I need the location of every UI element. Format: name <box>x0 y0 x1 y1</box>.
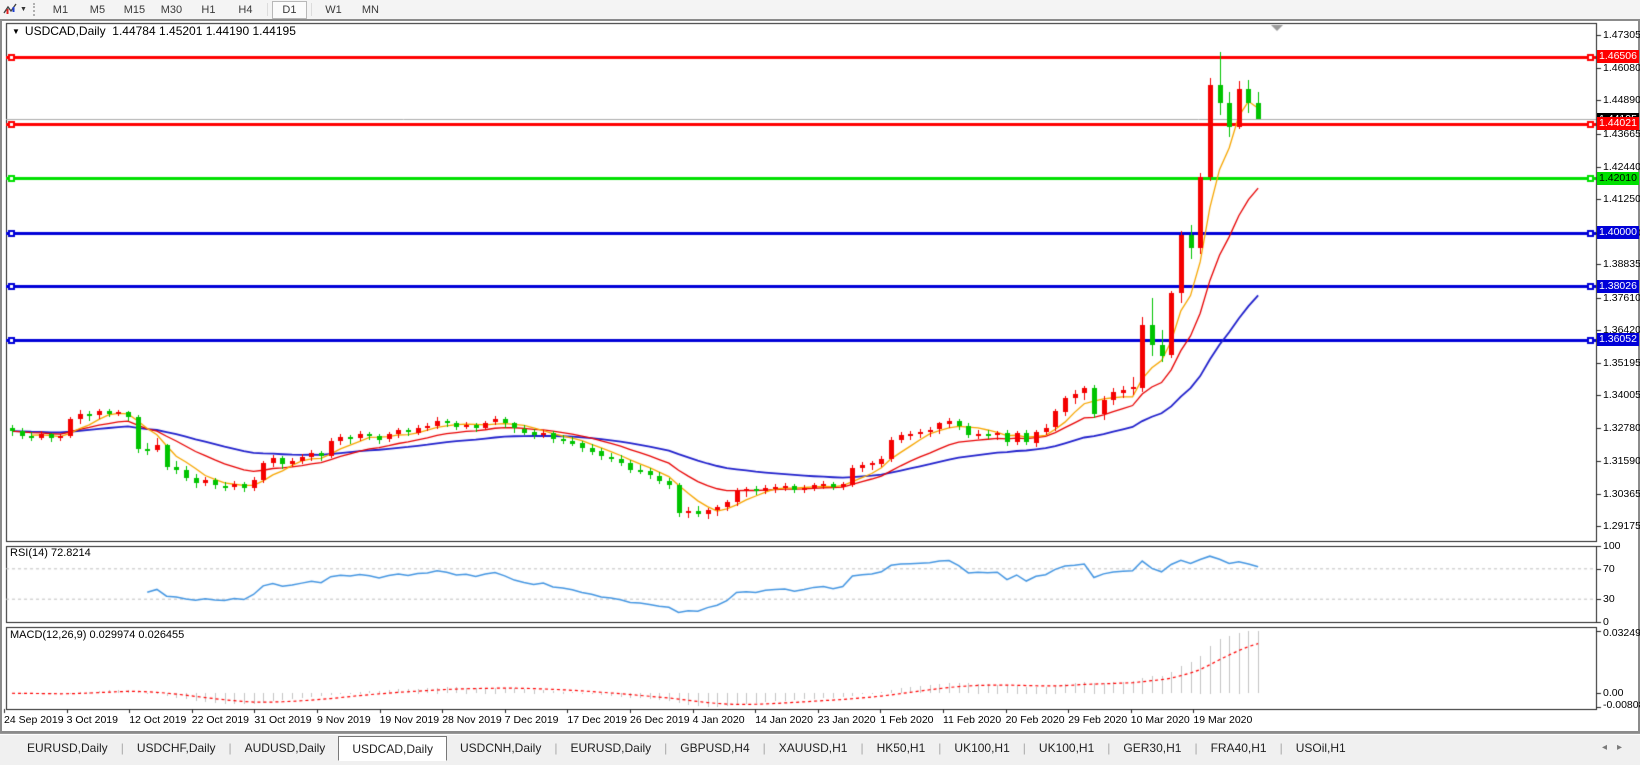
chevron-down-icon[interactable]: ▼ <box>20 6 27 13</box>
tab-separator: | <box>1194 741 1198 755</box>
timeframe-button-mn[interactable]: MN <box>361 3 379 16</box>
toolbar-separator <box>266 3 268 16</box>
tab-separator: | <box>120 741 124 755</box>
timeframe-button-m1[interactable]: M1 <box>52 3 69 16</box>
tab-scroll-right-icon[interactable]: ▸ <box>1616 742 1632 753</box>
chart-tab-audusd-daily[interactable]: AUDUSD,Daily <box>244 741 326 755</box>
chart-tab-usdcad-daily[interactable]: USDCAD,Daily <box>338 736 447 761</box>
chart-tab-uk100-h1[interactable]: UK100,H1 <box>954 741 1010 755</box>
tab-separator: | <box>1107 741 1111 755</box>
chart-tab-hk50-h1[interactable]: HK50,H1 <box>876 741 926 755</box>
timeframe-button-w1[interactable]: W1 <box>325 3 342 16</box>
chart-tab-usdchf-daily[interactable]: USDCHF,Daily <box>136 741 216 755</box>
chart-window: ▼ USDCAD,Daily 1.44784 1.45201 1.44190 1.… <box>0 19 1640 733</box>
chart-tab-uk100-h1[interactable]: UK100,H1 <box>1038 741 1095 755</box>
timeframe-button-h1[interactable]: H1 <box>201 3 216 16</box>
toolbar-grip-handle <box>32 3 35 16</box>
tab-separator: | <box>664 741 668 755</box>
chart-tab-fra40-h1[interactable]: FRA40,H1 <box>1210 741 1267 755</box>
chart-plot-area[interactable] <box>2 21 1638 731</box>
chart-tab-eurusd-daily[interactable]: EURUSD,Daily <box>27 741 108 755</box>
tab-separator: | <box>1279 741 1283 755</box>
chart-tab-gbpusd-h4[interactable]: GBPUSD,H4 <box>680 741 750 755</box>
chart-tab-eurusd-daily[interactable]: EURUSD,Daily <box>570 741 652 755</box>
chart-indicator-tool-icon[interactable] <box>1 2 19 17</box>
timeframe-button-h4[interactable]: H4 <box>238 3 253 16</box>
tab-separator: | <box>554 741 558 755</box>
tab-separator: | <box>1022 741 1026 755</box>
tab-separator: | <box>228 741 232 755</box>
tab-separator: | <box>860 741 864 755</box>
tab-separator: | <box>762 741 766 755</box>
chart-tab-ger30-h1[interactable]: GER30,H1 <box>1123 741 1182 755</box>
chart-tab-usdcnh-daily[interactable]: USDCNH,Daily <box>460 741 542 755</box>
chart-tab-usoil-h1[interactable]: USOil,H1 <box>1295 741 1346 755</box>
chart-tab-bar: EURUSD,Daily | USDCHF,Daily | AUDUSD,Daily US… <box>0 733 1640 765</box>
chart-tab-xauusd-h1[interactable]: XAUUSD,H1 <box>778 741 848 755</box>
timeframe-button-m15[interactable]: M15 <box>123 3 146 16</box>
tab-scroll-left-icon[interactable]: ◂ <box>1601 742 1617 753</box>
tab-separator: | <box>938 741 942 755</box>
timeframe-button-d1[interactable]: D1 <box>271 0 307 19</box>
toolbar-separator <box>310 3 312 16</box>
timeframe-toolbar: ▼ M1 M5 M15 M30 H1 H4 D1 W1 MN <box>0 0 1640 20</box>
timeframe-button-m5[interactable]: M5 <box>89 3 106 16</box>
timeframe-button-m30[interactable]: M30 <box>160 3 183 16</box>
